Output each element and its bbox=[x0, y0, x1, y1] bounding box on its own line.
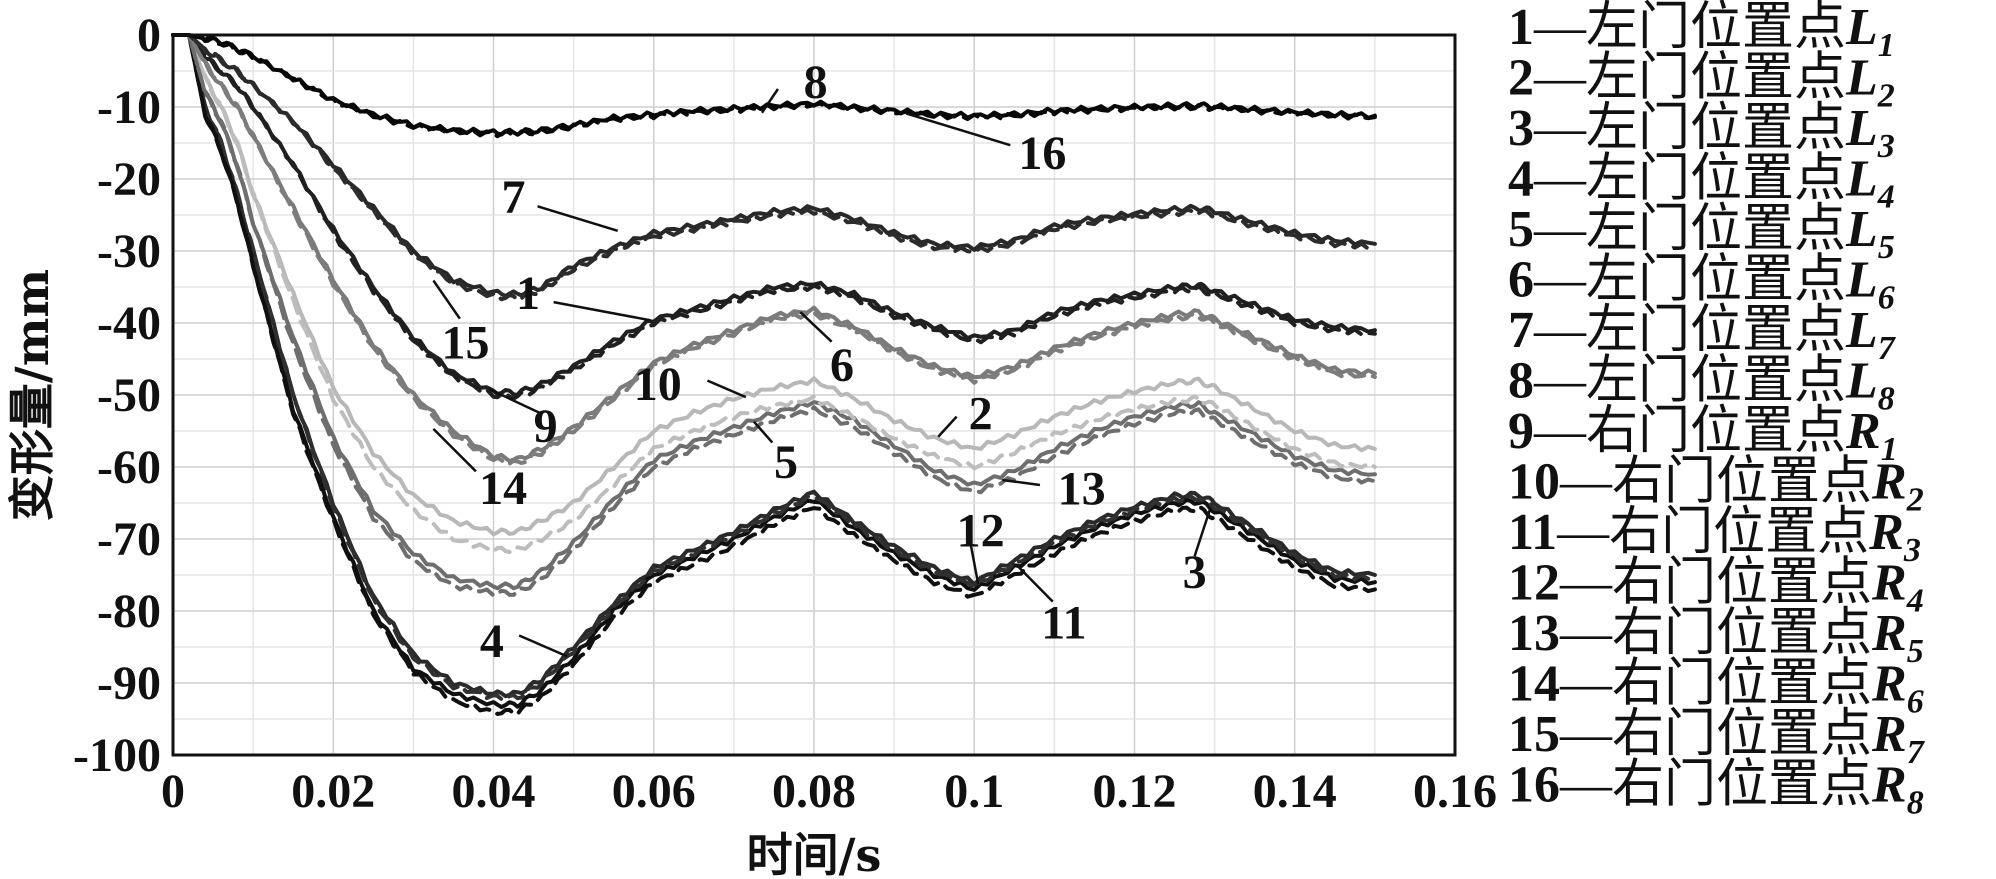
callout-leader-14 bbox=[432, 427, 477, 473]
y-tick-label: 0 bbox=[137, 9, 161, 62]
plot-area-frame bbox=[171, 33, 1457, 757]
series-line-10 bbox=[171, 33, 1377, 555]
callout-label-6: 6 bbox=[830, 339, 854, 392]
series-line-16 bbox=[171, 33, 1377, 139]
legend-entry-11: 11—右门位置点R3 bbox=[1508, 504, 1921, 569]
callout-leader-2 bbox=[937, 415, 958, 438]
legend-entry-9: 9—右门位置点R1 bbox=[1508, 403, 1898, 468]
callout-label-10: 10 bbox=[634, 358, 682, 411]
legend-entry-15: 15—右门位置点R7 bbox=[1508, 706, 1926, 771]
series-line-5 bbox=[171, 33, 1377, 591]
legend-entry-4: 4—左门位置点L4 bbox=[1508, 151, 1895, 216]
x-tick-label: 0.14 bbox=[1253, 765, 1337, 818]
x-tick-label: 0 bbox=[161, 765, 185, 818]
x-tick-label: 0.06 bbox=[612, 765, 696, 818]
legend-entry-14: 14—右门位置点R6 bbox=[1508, 656, 1924, 721]
callout-leader-10 bbox=[706, 379, 747, 399]
callout-label-2: 2 bbox=[969, 388, 993, 441]
callout-leader-7 bbox=[537, 205, 619, 233]
y-tick-label: -50 bbox=[97, 369, 161, 422]
legend-entry-13: 13—右门位置点R5 bbox=[1508, 605, 1924, 670]
legend-entry-12: 12—右门位置点R4 bbox=[1508, 555, 1924, 620]
y-tick-label: -90 bbox=[97, 657, 161, 710]
callout-leader-6 bbox=[799, 311, 833, 343]
callout-leader-4 bbox=[518, 634, 568, 658]
callout-label-3: 3 bbox=[1183, 546, 1207, 599]
callout-label-13: 13 bbox=[1058, 463, 1106, 516]
callout-leader-11 bbox=[1015, 563, 1054, 603]
x-tick-label: 0.12 bbox=[1093, 765, 1177, 818]
callout-label-14: 14 bbox=[479, 462, 527, 515]
callout-label-1: 1 bbox=[516, 267, 540, 320]
callout-label-4: 4 bbox=[480, 615, 504, 668]
x-axis-tick-labels: 0 0.02 0.04 0.06 0.08 0.1 0.12 0.14 0.16 bbox=[161, 765, 1497, 818]
y-axis-tick-labels: 0 -10 -20 -30 -40 -50 -60 -70 -80 -90 -100 bbox=[73, 9, 161, 782]
callout-label-9: 9 bbox=[534, 400, 558, 453]
series-line-15 bbox=[171, 33, 1377, 302]
legend-entry-10: 10—右门位置点R2 bbox=[1508, 454, 1924, 519]
series-line-14 bbox=[171, 33, 1377, 466]
x-tick-label: 0.04 bbox=[452, 765, 536, 818]
y-tick-label: -100 bbox=[73, 729, 161, 782]
callout-leader-5 bbox=[752, 420, 774, 444]
callout-label-7: 7 bbox=[502, 171, 526, 224]
y-tick-label: -40 bbox=[97, 297, 161, 350]
y-tick-label: -60 bbox=[97, 441, 161, 494]
legend-entry-5: 5—左门位置点L5 bbox=[1508, 201, 1895, 266]
legend-entry-7: 7—左门位置点L7 bbox=[1508, 302, 1897, 367]
callout-leader-15 bbox=[432, 279, 461, 320]
x-tick-label: 0.02 bbox=[291, 765, 375, 818]
series-line-12 bbox=[171, 33, 1377, 717]
x-axis-title: 时间/s bbox=[747, 828, 882, 879]
x-tick-label: 0.1 bbox=[944, 765, 1004, 818]
x-tick-label: 0.08 bbox=[772, 765, 856, 818]
legend-entry-2: 2—左门位置点L2 bbox=[1508, 50, 1895, 115]
y-tick-label: -20 bbox=[97, 153, 161, 206]
series-layer bbox=[171, 33, 1377, 717]
legend-entry-16: 16—右门位置点R8 bbox=[1508, 757, 1924, 822]
y-tick-label: -70 bbox=[97, 513, 161, 566]
legend: 1—左门位置点L12—左门位置点L23—左门位置点L34—左门位置点L45—左门… bbox=[1508, 0, 1926, 822]
series-line-9 bbox=[171, 33, 1377, 401]
callout-leader-12 bbox=[969, 541, 980, 585]
callout-leader-1 bbox=[553, 300, 650, 322]
legend-entry-1: 1—左门位置点L1 bbox=[1508, 0, 1895, 64]
y-axis-title: 变形量/mm bbox=[5, 269, 59, 521]
x-tick-label: 0.16 bbox=[1413, 765, 1497, 818]
callout-leader-3 bbox=[1193, 506, 1212, 557]
y-tick-label: -10 bbox=[97, 81, 161, 134]
callout-label-12: 12 bbox=[957, 504, 1005, 557]
y-tick-label: -30 bbox=[97, 225, 161, 278]
legend-entry-8: 8—左门位置点L8 bbox=[1508, 353, 1895, 418]
callout-leader-9 bbox=[488, 388, 541, 415]
curve-callouts: 8 16 7 15 1 9 6 10 2 5 14 13 12 3 11 4 bbox=[432, 56, 1212, 668]
series-line-13 bbox=[171, 33, 1377, 598]
callout-leader-8 bbox=[760, 88, 779, 114]
callout-leader-13 bbox=[1002, 478, 1041, 487]
legend-entry-6: 6—左门位置点L6 bbox=[1508, 252, 1895, 317]
y-tick-label: -80 bbox=[97, 585, 161, 638]
callout-leader-16 bbox=[905, 112, 1011, 147]
callout-label-5: 5 bbox=[774, 436, 798, 489]
callout-label-15: 15 bbox=[441, 316, 489, 369]
callout-label-16: 16 bbox=[1018, 127, 1066, 180]
callout-label-8: 8 bbox=[804, 56, 828, 109]
series-line-11 bbox=[171, 33, 1377, 702]
legend-entry-3: 3—左门位置点L3 bbox=[1508, 100, 1895, 165]
callout-label-11: 11 bbox=[1041, 597, 1086, 650]
